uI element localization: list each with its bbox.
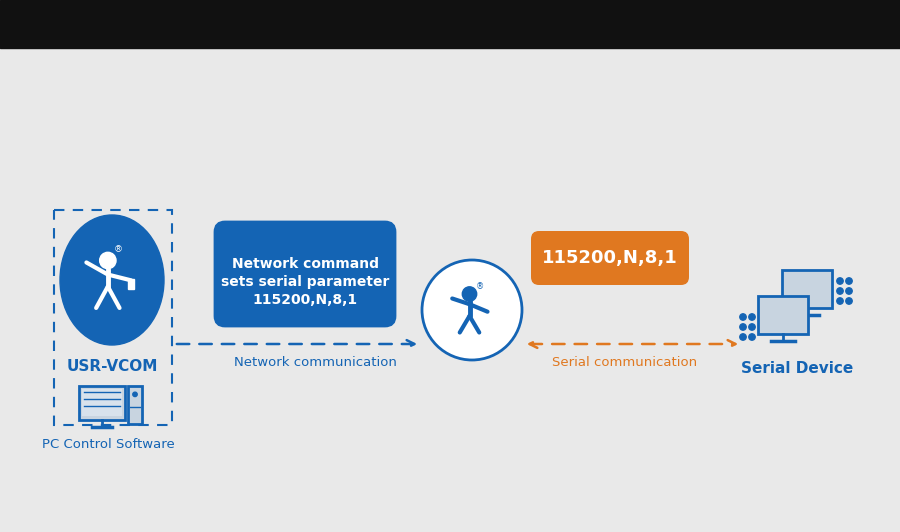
Text: USR-VCOM: USR-VCOM	[67, 359, 158, 374]
Text: 115200,N,8,1: 115200,N,8,1	[542, 249, 678, 267]
Circle shape	[837, 288, 843, 294]
Circle shape	[846, 298, 852, 304]
Circle shape	[100, 252, 116, 269]
Text: ®: ®	[476, 282, 484, 291]
FancyBboxPatch shape	[531, 231, 689, 285]
Text: Serial communication: Serial communication	[553, 356, 698, 369]
Text: Network communication: Network communication	[234, 356, 396, 369]
Circle shape	[422, 260, 522, 360]
FancyBboxPatch shape	[82, 389, 122, 416]
Text: ®: ®	[114, 245, 123, 254]
Bar	[128, 279, 134, 289]
Circle shape	[133, 392, 137, 396]
Circle shape	[740, 314, 746, 320]
Text: Serial Device: Serial Device	[741, 361, 853, 376]
FancyBboxPatch shape	[79, 386, 125, 420]
Circle shape	[740, 324, 746, 330]
Bar	[0, 0, 900, 48]
Ellipse shape	[60, 215, 164, 345]
Circle shape	[749, 324, 755, 330]
Circle shape	[846, 278, 852, 284]
FancyBboxPatch shape	[215, 222, 395, 326]
Circle shape	[846, 288, 852, 294]
Circle shape	[837, 298, 843, 304]
Text: sets serial parameter: sets serial parameter	[220, 275, 389, 289]
Text: Network command: Network command	[231, 257, 379, 271]
FancyBboxPatch shape	[758, 296, 808, 334]
Circle shape	[749, 334, 755, 340]
Circle shape	[837, 278, 843, 284]
Circle shape	[740, 334, 746, 340]
Circle shape	[749, 314, 755, 320]
Text: PC Control Software: PC Control Software	[41, 438, 175, 451]
FancyBboxPatch shape	[128, 386, 142, 424]
Circle shape	[463, 287, 477, 301]
Text: 115200,N,8,1: 115200,N,8,1	[252, 293, 357, 307]
FancyBboxPatch shape	[782, 270, 832, 308]
